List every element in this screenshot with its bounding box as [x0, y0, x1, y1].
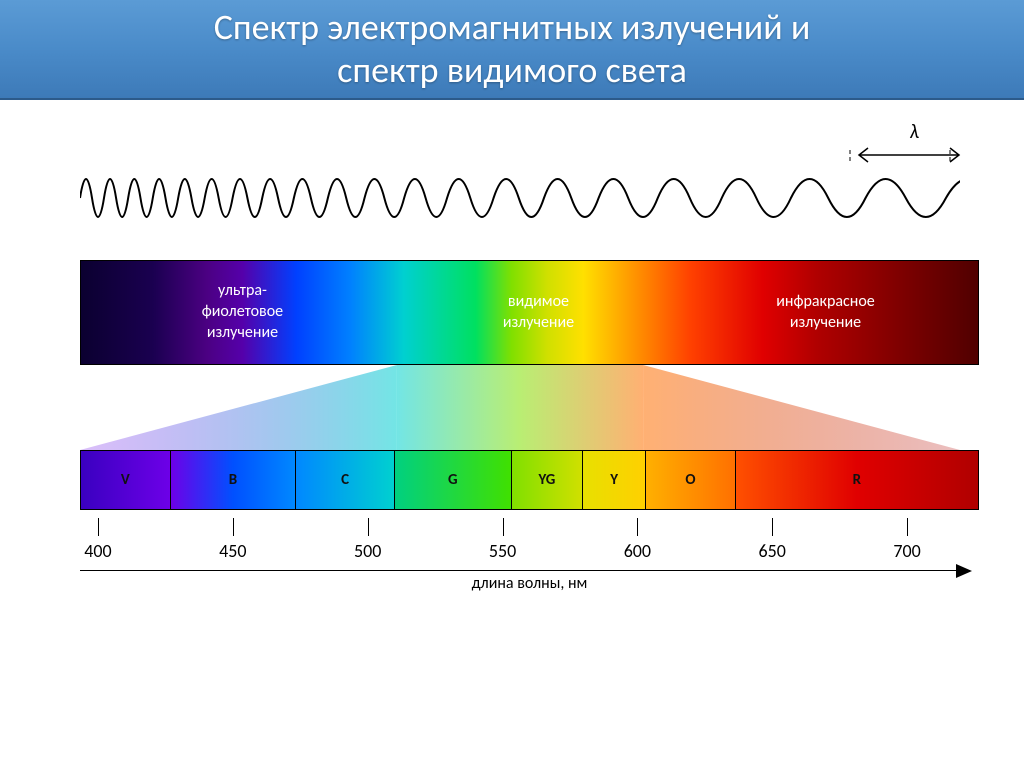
visible-segment-B: B — [171, 451, 297, 509]
axis-tick — [637, 518, 638, 536]
spectrum-region-labels: ультра-фиолетовоеизлучение видимоеизлучен… — [81, 261, 978, 364]
spectrum-region-label: видимоеизлучение — [440, 292, 637, 334]
axis-tick-label: 450 — [219, 540, 246, 562]
axis-tick — [907, 518, 908, 536]
spectrum-region-label: инфракрасноеизлучение — [691, 292, 960, 334]
axis-tick-label: 500 — [354, 540, 381, 562]
visible-segment-YG: YG — [512, 451, 584, 509]
axis-title: длина волны, нм — [472, 574, 588, 593]
visible-segment-V: V — [81, 451, 171, 509]
axis-tick — [772, 518, 773, 536]
wavelength-axis: 400 450 500 550 600 650 700 длина волны, нм — [80, 518, 979, 598]
projection-triangles — [80, 365, 979, 450]
visible-segment-Y: Y — [583, 451, 646, 509]
title-bar: Спектр электромагнитных излучений испект… — [0, 0, 1024, 100]
wave-line — [80, 120, 960, 240]
axis-tick — [233, 518, 234, 536]
spectrum-region-label: ультра-фиолетовоеизлучение — [117, 281, 368, 343]
wave-diagram: λ — [80, 120, 979, 240]
axis-tick — [503, 518, 504, 536]
visible-segment-R: R — [736, 451, 978, 509]
visible-spectrum-bar: VBCGYGYOR — [80, 450, 979, 510]
visible-segment-O: O — [646, 451, 736, 509]
axis-tick-label: 550 — [489, 540, 516, 562]
projection-svg — [80, 365, 960, 450]
axis-tick-label: 600 — [624, 540, 651, 562]
axis-tick-label: 400 — [84, 540, 111, 562]
axis-line — [80, 570, 964, 571]
axis-tick-label: 700 — [893, 540, 920, 562]
diagram-content: λ ультра-фиолетовоеизлучение видимоеизлуч… — [0, 100, 1024, 618]
page-title: Спектр электромагнитных излучений испект… — [214, 6, 811, 92]
full-spectrum-bar: ультра-фиолетовоеизлучение видимоеизлучен… — [80, 260, 979, 365]
axis-tick — [98, 518, 99, 536]
lambda-symbol: λ — [910, 120, 919, 144]
axis-tick — [368, 518, 369, 536]
axis-tick-label: 650 — [759, 540, 786, 562]
lambda-arrow-icon — [854, 145, 964, 165]
visible-segment-G: G — [395, 451, 512, 509]
visible-segment-C: C — [296, 451, 395, 509]
arrow-right-icon — [956, 562, 974, 585]
